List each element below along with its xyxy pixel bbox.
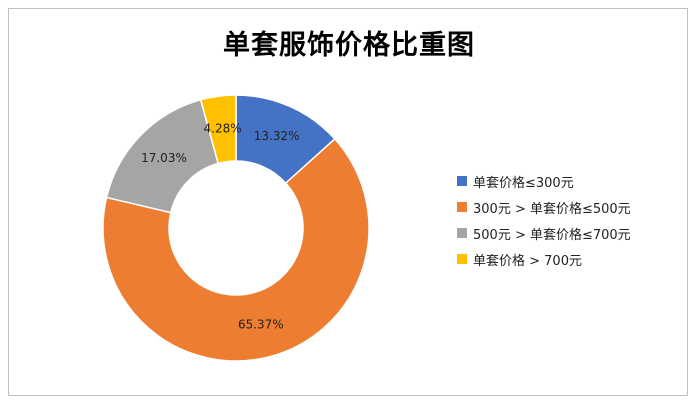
data-label: 65.37%: [238, 317, 284, 331]
legend-swatch: [457, 176, 467, 186]
legend-swatch: [457, 228, 467, 238]
chart-title: 单套服饰价格比重图: [223, 30, 475, 61]
legend-label: 500元 > 单套价格≤700元: [473, 227, 631, 243]
data-label: 13.32%: [254, 129, 300, 143]
legend: 单套价格≤300元 300元 > 单套价格≤500元 500元 > 单套价格≤7…: [457, 168, 631, 272]
donut-slice: [102, 137, 370, 362]
legend-swatch: [457, 202, 467, 212]
legend-swatch: [457, 254, 467, 264]
legend-item: 300元 > 单套价格≤500元: [457, 194, 631, 220]
donut-labels: 13.32% 65.37% 17.03% 4.28%: [141, 121, 299, 331]
donut-slices: [102, 94, 370, 362]
legend-item: 单套价格 > 700元: [457, 246, 631, 272]
legend-label: 单套价格 > 700元: [473, 253, 582, 269]
data-label: 17.03%: [141, 151, 187, 165]
legend-label: 单套价格≤300元: [473, 175, 574, 191]
legend-label: 300元 > 单套价格≤500元: [473, 201, 631, 217]
legend-item: 单套价格≤300元: [457, 168, 631, 194]
donut-slice: [199, 94, 237, 165]
legend-item: 500元 > 单套价格≤700元: [457, 220, 631, 246]
data-label: 4.28%: [204, 121, 242, 135]
